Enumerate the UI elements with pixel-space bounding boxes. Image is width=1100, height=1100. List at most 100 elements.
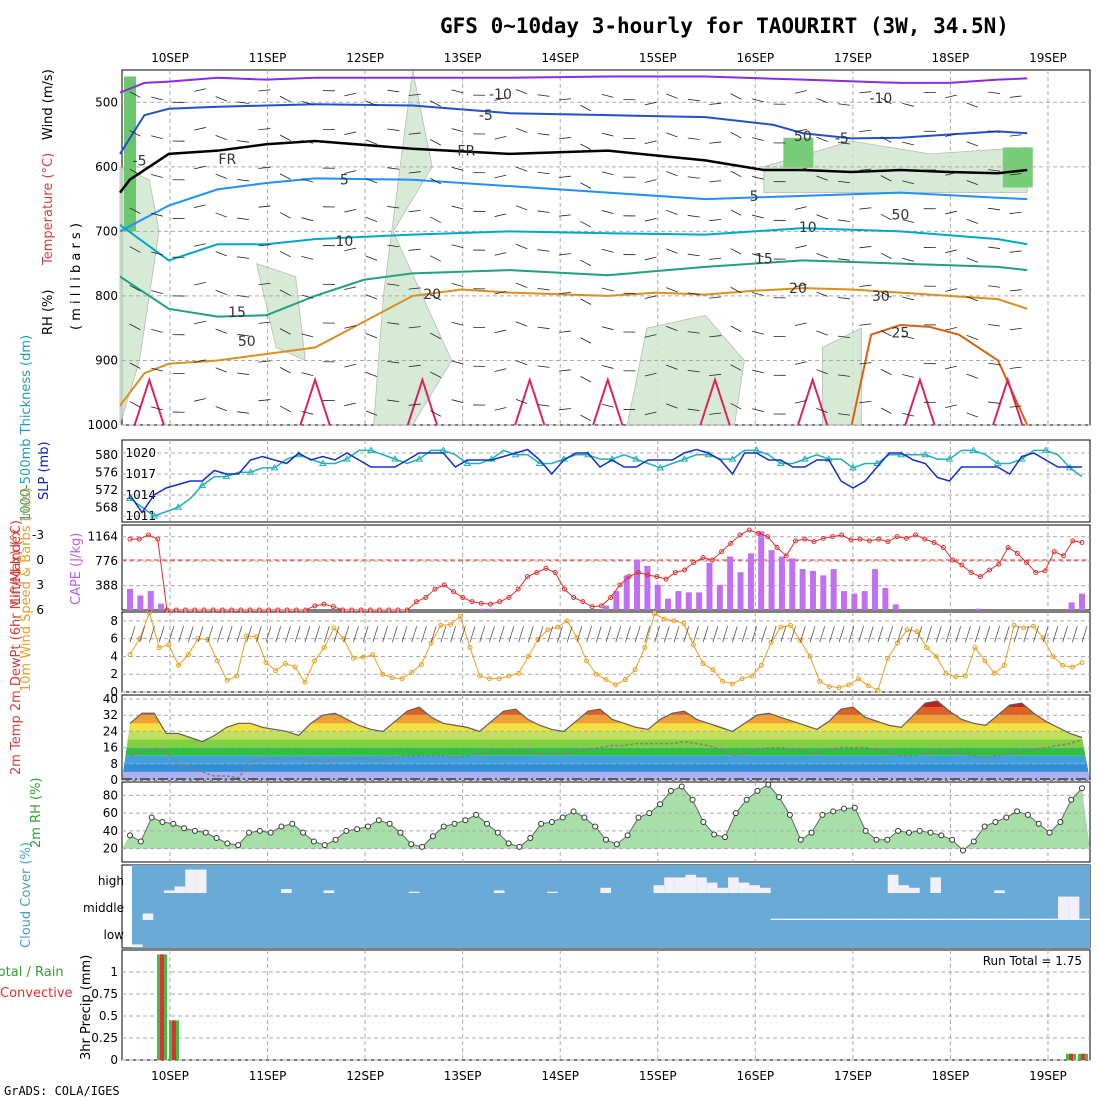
wind-speed-point: [817, 678, 823, 684]
cloud-bar: [834, 918, 846, 920]
x-tick-label-top: 17SEP: [834, 51, 872, 65]
rh-point: [905, 829, 912, 836]
rh-point: [235, 842, 242, 849]
wind-barb: [149, 626, 155, 643]
wind-barb: [752, 330, 764, 335]
wind-barb: [988, 246, 1001, 249]
wind-barb: [323, 626, 330, 643]
run-total-annotation: Run Total = 1.75: [983, 954, 1082, 968]
data-point: [776, 459, 785, 466]
x-tick-label-bottom: 17SEP: [834, 1069, 872, 1083]
cloud-bar: [738, 882, 750, 893]
wind-barb: [859, 129, 872, 133]
wind-barb: [988, 401, 1001, 404]
y-tick-label: 600: [95, 160, 118, 174]
rh-point: [884, 836, 891, 843]
cape-bar: [1079, 593, 1085, 610]
x-tick-label-top: 10SEP: [151, 51, 189, 65]
wind-speed-point: [418, 661, 424, 667]
cloud-bar: [1036, 918, 1048, 920]
temp-contour: [592, 376, 624, 426]
wind-barb: [770, 626, 777, 643]
contour-label: 10: [335, 234, 353, 250]
li-point: [571, 595, 577, 600]
wind-barb: [129, 246, 141, 253]
y-tick-label: 20: [103, 842, 118, 856]
wind-speed-point: [477, 673, 483, 679]
wind-barb: [752, 292, 764, 296]
wind-barb: [816, 214, 828, 220]
wind-barb: [644, 372, 657, 377]
wind-speed-point: [865, 683, 871, 689]
wind-barb: [966, 373, 979, 379]
cloud-bar: [1026, 918, 1037, 920]
li-point: [1070, 538, 1076, 544]
cape-bar: [137, 595, 144, 610]
x-tick-label-top: 15SEP: [639, 51, 677, 65]
wind-speed-point: [778, 624, 784, 630]
wind-barb: [666, 326, 678, 332]
wind-barb: [430, 177, 441, 185]
wind-speed-point: [739, 676, 745, 682]
wind-barb: [580, 104, 592, 112]
data-point: [800, 455, 809, 462]
wind-barb: [258, 128, 271, 131]
wind-barb: [837, 335, 850, 339]
wind-speed-point: [448, 621, 454, 627]
data-point: [198, 481, 207, 488]
cloud-bar: [185, 869, 196, 893]
rh-point: [494, 829, 501, 836]
li-point: [450, 589, 456, 595]
cape-bar: [768, 550, 775, 610]
wind-barb: [945, 133, 958, 137]
wind-barb: [537, 365, 550, 368]
contour-label: 20: [423, 287, 441, 303]
cloud-bar: [823, 918, 835, 920]
rh-point: [992, 819, 999, 825]
cloud-bar: [877, 918, 888, 920]
wind-barb: [709, 102, 722, 105]
cloud-bar: [749, 885, 761, 893]
wind-barb: [838, 626, 845, 643]
wind-barb: [372, 626, 379, 643]
wind-speed-point: [749, 673, 755, 679]
wind-barb: [1023, 626, 1030, 643]
li-point: [756, 530, 762, 536]
wind-barb: [515, 166, 528, 172]
wind-speed-point: [166, 642, 172, 648]
wind-barb: [301, 333, 314, 338]
x-tick-label-top: 16SEP: [736, 51, 774, 65]
data-point: [921, 450, 930, 458]
li-point: [977, 574, 983, 580]
li-point: [201, 607, 207, 613]
y-tick-label-li: 3: [36, 578, 44, 592]
y-tick-label: 8: [110, 614, 118, 628]
wind-barb: [780, 626, 787, 643]
wind-speed-point: [312, 658, 318, 664]
wind-barb: [988, 169, 1001, 172]
wind-speed-point: [943, 670, 949, 676]
wind-barb: [129, 323, 141, 331]
wind-barb: [411, 626, 418, 643]
temp-contour: [992, 376, 1024, 426]
wind-speed-point: [729, 681, 735, 687]
li-point: [1051, 549, 1057, 555]
y-axis-label-rh: RH (%): [41, 290, 56, 335]
wind-barb: [387, 399, 400, 403]
wind-barb: [794, 245, 807, 249]
contour-label: 15: [228, 305, 246, 321]
li-point: [367, 607, 373, 613]
wind-barb: [215, 406, 227, 412]
wind-speed-point: [593, 671, 599, 677]
wind-barb: [877, 626, 884, 643]
wind-barb: [151, 212, 163, 217]
data-point: [656, 463, 665, 471]
rh-point: [938, 832, 945, 839]
li-point: [746, 527, 752, 533]
cloud-bar: [195, 869, 207, 893]
x-tick-label-bottom: 16SEP: [736, 1069, 774, 1083]
data-point: [632, 455, 641, 462]
wind-speed-point: [506, 673, 512, 679]
y-tick-label-li: 0: [36, 553, 44, 567]
wind-barb: [168, 626, 175, 643]
